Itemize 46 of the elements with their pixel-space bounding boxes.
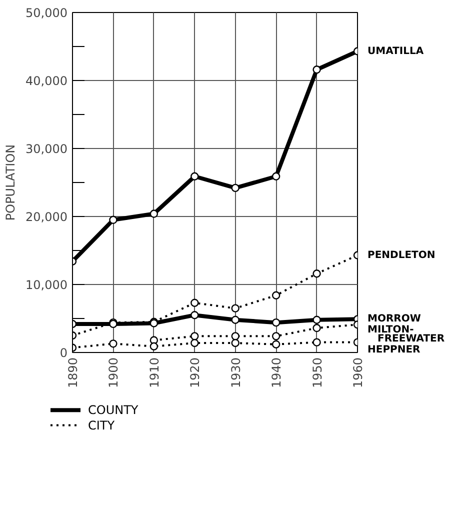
- series-label: MILTON- FREEWATER: [368, 324, 445, 345]
- series-label: HEPPNER: [368, 344, 421, 356]
- point: [312, 324, 321, 332]
- text: COUNTY: [88, 403, 139, 418]
- y-tick-label: 20,000: [26, 210, 68, 224]
- point: [231, 316, 240, 324]
- text: CITY: [88, 418, 116, 432]
- point: [150, 210, 158, 218]
- point: [190, 311, 199, 320]
- y-tick-label: 0: [60, 346, 68, 360]
- point: [312, 66, 321, 74]
- point: [272, 172, 280, 180]
- x-tick-label: 1960: [351, 357, 365, 388]
- series-label: UMATILLA: [368, 46, 424, 57]
- point: [272, 318, 280, 327]
- point: [190, 172, 199, 180]
- x-tick-label: 1940: [270, 357, 284, 388]
- x-tick-label: 1920: [188, 357, 202, 388]
- point: [312, 338, 321, 346]
- x-tick-label: 1900: [106, 357, 121, 388]
- point: [312, 270, 321, 278]
- point: [231, 304, 240, 312]
- point: [231, 332, 240, 340]
- y-axis-title: POPULATION: [4, 144, 18, 221]
- series-label: MORROW: [368, 314, 421, 325]
- point: [231, 338, 240, 348]
- x-tick-label: 1890: [66, 357, 80, 388]
- point: [272, 291, 280, 300]
- point: [272, 332, 280, 340]
- y-tick-label: 30,000: [26, 142, 68, 156]
- point: [272, 340, 280, 348]
- series-label: PENDLETON: [368, 250, 436, 261]
- x-tick-label: 1930: [228, 357, 243, 388]
- point: [312, 316, 321, 324]
- point: [190, 332, 199, 340]
- y-tick-label: 40,000: [26, 74, 68, 88]
- point: [109, 340, 118, 348]
- point: [109, 216, 118, 224]
- point: [231, 184, 240, 192]
- y-tick-label: 50,000: [26, 6, 68, 20]
- y-tick-label: 10,000: [26, 278, 68, 292]
- point: [190, 298, 199, 307]
- x-tick-label: 1910: [147, 357, 162, 388]
- x-tick-label: 1950: [310, 357, 324, 388]
- point: [190, 338, 199, 348]
- point: [150, 342, 158, 350]
